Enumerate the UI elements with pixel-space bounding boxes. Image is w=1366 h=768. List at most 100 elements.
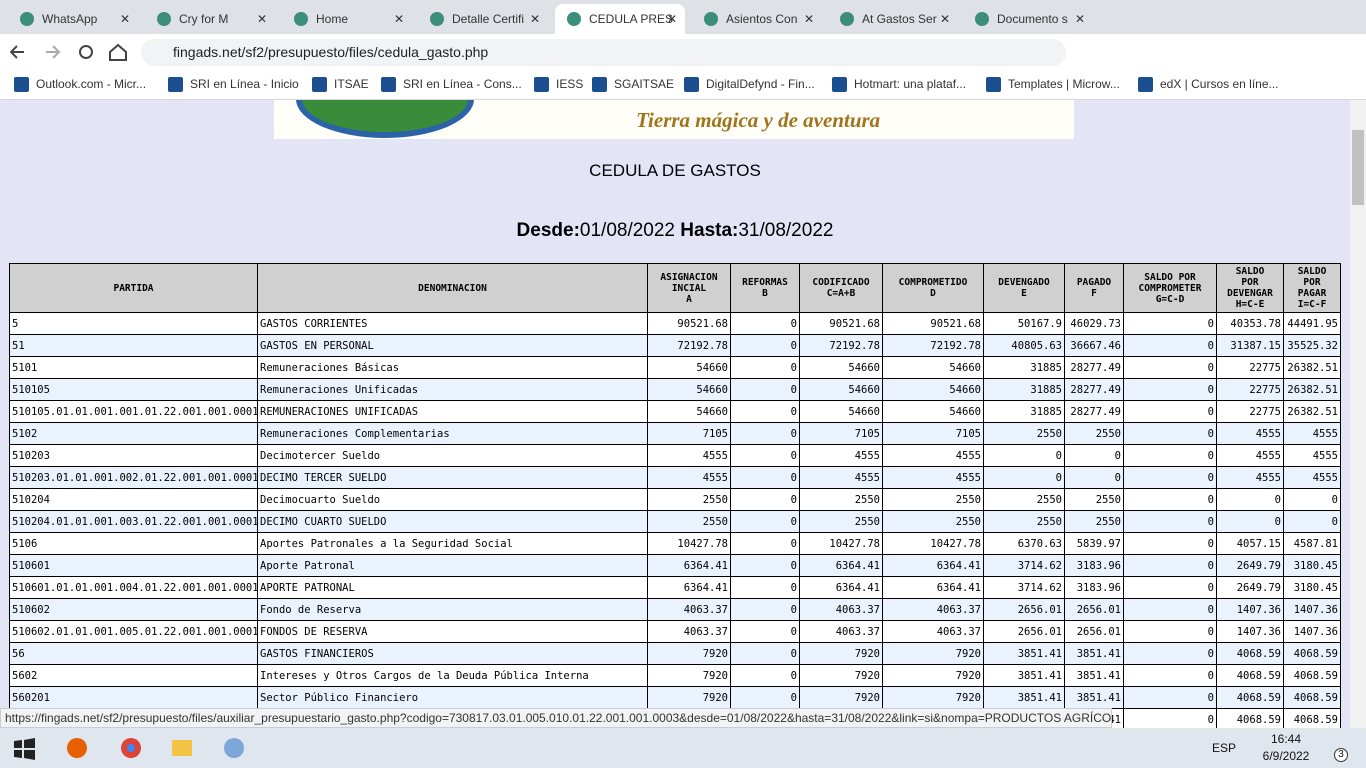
- amount[interactable]: 0: [1123, 642, 1217, 665]
- amount[interactable]: 46029.73: [1064, 312, 1124, 335]
- amount[interactable]: 28277.49: [1064, 378, 1124, 401]
- amount[interactable]: 0: [1216, 510, 1284, 533]
- amount[interactable]: 4063.37: [882, 620, 984, 643]
- amount[interactable]: 31885: [983, 400, 1065, 423]
- amount[interactable]: 0: [1123, 664, 1217, 687]
- bookmark[interactable]: SGAITSAE: [592, 77, 674, 92]
- taskbar-icons[interactable]: [14, 738, 254, 760]
- amount[interactable]: 0: [983, 444, 1065, 467]
- amount[interactable]: 90521.68: [799, 312, 883, 335]
- amount[interactable]: 90521.68: [647, 312, 731, 335]
- amount[interactable]: 3851.41: [983, 642, 1065, 665]
- amount[interactable]: 40805.63: [983, 334, 1065, 357]
- amount[interactable]: 0: [1216, 488, 1284, 511]
- amount[interactable]: 4555: [1283, 444, 1341, 467]
- amount[interactable]: 2656.01: [1064, 620, 1124, 643]
- amount[interactable]: 72192.78: [882, 334, 984, 357]
- amount[interactable]: 0: [1283, 510, 1341, 533]
- amount[interactable]: 4555: [882, 444, 984, 467]
- tab[interactable]: At Gastos Ser: [828, 4, 958, 34]
- scrollbar[interactable]: [1350, 100, 1366, 728]
- amount[interactable]: 4063.37: [799, 620, 883, 643]
- amount[interactable]: 2550: [1064, 488, 1124, 511]
- amount[interactable]: 54660: [799, 356, 883, 379]
- amount[interactable]: 7920: [799, 686, 883, 709]
- tab[interactable]: Detalle Certifi: [418, 4, 548, 34]
- amount[interactable]: 7920: [882, 664, 984, 687]
- amount[interactable]: 1407.36: [1216, 620, 1284, 643]
- tab[interactable]: WhatsApp: [8, 4, 138, 34]
- bookmark[interactable]: IESS: [534, 77, 583, 92]
- amount[interactable]: 0: [1123, 466, 1217, 489]
- amount[interactable]: 4555: [1216, 444, 1284, 467]
- amount[interactable]: 4555: [799, 444, 883, 467]
- amount[interactable]: 1407.36: [1216, 598, 1284, 621]
- amount[interactable]: 4555: [1283, 422, 1341, 445]
- amount[interactable]: 0: [1123, 400, 1217, 423]
- amount[interactable]: 22775: [1216, 378, 1284, 401]
- amount[interactable]: 6364.41: [882, 554, 984, 577]
- tab[interactable]: CEDULA PRES: [555, 4, 685, 34]
- amount[interactable]: 3714.62: [983, 554, 1065, 577]
- amount[interactable]: 0: [1064, 444, 1124, 467]
- bookmark[interactable]: ITSAE: [312, 77, 369, 92]
- amount[interactable]: 4068.59: [1283, 686, 1341, 709]
- amount[interactable]: 22775: [1216, 400, 1284, 423]
- amount[interactable]: 3180.45: [1283, 554, 1341, 577]
- scroll-thumb[interactable]: [1352, 130, 1364, 205]
- amount[interactable]: 7105: [647, 422, 731, 445]
- amount[interactable]: 0: [1064, 466, 1124, 489]
- amount[interactable]: 4555: [647, 466, 731, 489]
- tab[interactable]: Home: [282, 4, 412, 34]
- amount[interactable]: 2649.79: [1216, 554, 1284, 577]
- amount[interactable]: 6364.41: [647, 554, 731, 577]
- amount[interactable]: 4555: [1216, 466, 1284, 489]
- amount[interactable]: 0: [730, 554, 800, 577]
- amount[interactable]: 0: [730, 444, 800, 467]
- amount[interactable]: 5839.97: [1064, 532, 1124, 555]
- amount[interactable]: 7920: [799, 664, 883, 687]
- amount[interactable]: 2550: [799, 488, 883, 511]
- amount[interactable]: 0: [1123, 422, 1217, 445]
- amount[interactable]: 0: [730, 312, 800, 335]
- amount[interactable]: 4555: [647, 444, 731, 467]
- bookmark[interactable]: SRI en Línea - Inicio: [168, 77, 299, 92]
- amount[interactable]: 40353.78: [1216, 312, 1284, 335]
- amount[interactable]: 7920: [647, 642, 731, 665]
- amount[interactable]: 0: [1123, 576, 1217, 599]
- amount[interactable]: 0: [1283, 488, 1341, 511]
- amount[interactable]: 0: [1123, 334, 1217, 357]
- notification-count[interactable]: 3: [1334, 748, 1348, 762]
- amount[interactable]: 0: [730, 510, 800, 533]
- amount[interactable]: 7105: [799, 422, 883, 445]
- amount[interactable]: 0: [730, 686, 800, 709]
- amount[interactable]: 3183.96: [1064, 576, 1124, 599]
- amount[interactable]: 4587.81: [1283, 532, 1341, 555]
- amount[interactable]: 0: [1123, 598, 1217, 621]
- amount[interactable]: 0: [730, 356, 800, 379]
- amount[interactable]: 7920: [882, 642, 984, 665]
- amount[interactable]: 3180.45: [1283, 576, 1341, 599]
- amount[interactable]: 35525.32: [1283, 334, 1341, 357]
- amount[interactable]: 0: [1123, 378, 1217, 401]
- amount[interactable]: 2550: [647, 510, 731, 533]
- amount[interactable]: 3851.41: [1064, 664, 1124, 687]
- amount[interactable]: 2550: [983, 488, 1065, 511]
- amount[interactable]: 0: [1123, 686, 1217, 709]
- address-bar[interactable]: fingads.net/sf2/presupuesto/files/cedula…: [141, 39, 1066, 66]
- amount[interactable]: 36667.46: [1064, 334, 1124, 357]
- bookmark[interactable]: edX | Cursos en líne...: [1138, 77, 1279, 92]
- amount[interactable]: 4063.37: [647, 620, 731, 643]
- amount[interactable]: 54660: [647, 356, 731, 379]
- tab[interactable]: Documento s: [963, 4, 1093, 34]
- amount[interactable]: 0: [730, 378, 800, 401]
- amount[interactable]: 4068.59: [1216, 664, 1284, 687]
- amount[interactable]: 2550: [799, 510, 883, 533]
- amount[interactable]: 26382.51: [1283, 378, 1341, 401]
- amount[interactable]: 7105: [882, 422, 984, 445]
- amount[interactable]: 10427.78: [882, 532, 984, 555]
- amount[interactable]: 0: [730, 422, 800, 445]
- amount[interactable]: 0: [730, 532, 800, 555]
- amount[interactable]: 2649.79: [1216, 576, 1284, 599]
- amount[interactable]: 28277.49: [1064, 356, 1124, 379]
